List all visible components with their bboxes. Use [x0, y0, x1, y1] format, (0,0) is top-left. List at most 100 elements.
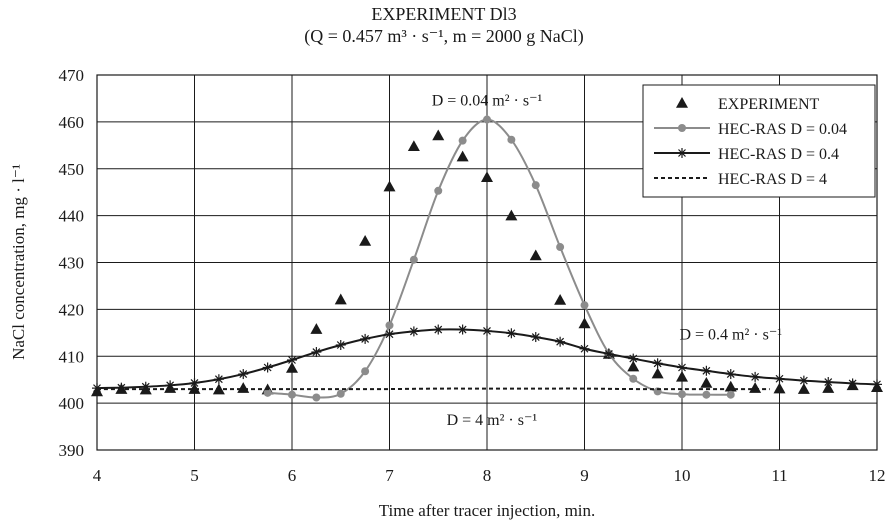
- data-point: [627, 360, 640, 372]
- chart-subtitle: (Q = 0.457 m³ · s⁻¹, m = 2000 g NaCl): [304, 26, 584, 47]
- data-point: [432, 129, 445, 141]
- data-point: [287, 355, 297, 365]
- data-point: [384, 329, 395, 340]
- y-tick-label: 400: [59, 394, 85, 413]
- data-point: [847, 378, 858, 389]
- legend-label: HEC-RAS D = 0.4: [718, 146, 839, 163]
- data-point: [213, 374, 224, 385]
- x-tick-labels: 4 5 6 7 8 9 10 11 12: [93, 466, 886, 485]
- data-point: [822, 382, 835, 393]
- x-axis-label: Time after tracer injection, min.: [379, 501, 596, 520]
- data-point: [701, 365, 712, 376]
- data-point: [433, 324, 444, 335]
- legend-label: EXPERIMENT: [718, 96, 820, 113]
- data-point: [383, 180, 396, 192]
- data-point: [580, 301, 589, 310]
- y-tick-labels: 390 400 410 420 430 440 450 460 470: [59, 66, 85, 460]
- legend: EXPERIMENT HEC-RAS D = 0.04 HEC-RAS D = 0.…: [642, 84, 876, 198]
- x-tick-label: 4: [93, 466, 102, 485]
- axes: [96, 74, 878, 451]
- data-point: [556, 243, 565, 252]
- x-tick-label: 12: [869, 466, 886, 485]
- x-tick-label: 6: [288, 466, 297, 485]
- data-point: [335, 340, 346, 350]
- data-point: [555, 336, 566, 347]
- data-point: [361, 367, 370, 376]
- data-point: [310, 323, 323, 334]
- annotation: D = 0.4 m² · s⁻¹: [679, 326, 782, 343]
- data-point: [408, 326, 419, 337]
- data-point: [702, 390, 711, 399]
- data-point: [798, 375, 809, 386]
- data-point: [506, 328, 517, 339]
- annotation: D = 0.04 m² · s⁻¹: [432, 92, 543, 109]
- y-axis-label: NaCl concentration, mg · l⁻¹: [9, 164, 28, 360]
- x-tick-label: 11: [771, 466, 787, 485]
- data-point: [505, 209, 518, 221]
- data-point: [773, 382, 786, 394]
- data-point: [481, 171, 493, 182]
- data-point: [312, 393, 321, 402]
- data-point: [578, 317, 591, 329]
- data-point: [458, 136, 467, 145]
- chart-title: EXPERIMENT Dl3: [371, 4, 516, 24]
- series-layer: [91, 115, 883, 402]
- data-point: [116, 382, 127, 393]
- data-point: [288, 390, 296, 399]
- data-point: [554, 294, 567, 305]
- data-point: [482, 325, 492, 336]
- data-point: [189, 377, 200, 388]
- legend-marker: [677, 148, 687, 158]
- data-point: [434, 186, 443, 195]
- data-point: [749, 382, 762, 393]
- data-point: [531, 181, 540, 190]
- data-point: [409, 255, 418, 264]
- data-point: [579, 343, 590, 354]
- data-point: [457, 324, 468, 335]
- series-line: [97, 387, 770, 391]
- data-point: [823, 377, 834, 388]
- data-point: [286, 361, 298, 373]
- data-point: [651, 367, 664, 379]
- data-point: [456, 150, 469, 162]
- data-point: [628, 353, 639, 364]
- data-point: [188, 383, 201, 394]
- data-point: [507, 135, 516, 144]
- y-tick-label: 430: [59, 254, 85, 273]
- y-tick-label: 420: [59, 300, 85, 319]
- data-point: [262, 362, 273, 373]
- series-3: [97, 387, 770, 391]
- data-point: [311, 347, 322, 358]
- legend-label: HEC-RAS D = 0.04: [718, 121, 847, 138]
- y-tick-label: 460: [59, 113, 85, 132]
- x-tick-label: 8: [483, 466, 492, 485]
- legend-marker: [676, 97, 688, 108]
- data-point: [676, 370, 688, 382]
- data-point: [238, 369, 249, 380]
- data-point: [750, 371, 761, 382]
- y-tick-label: 450: [59, 160, 85, 179]
- data-point: [700, 376, 713, 388]
- data-point: [263, 388, 272, 397]
- annotations: D = 0.04 m² · s⁻¹ D = 0.4 m² · s⁻¹ D = 4 m…: [432, 92, 783, 429]
- data-point: [774, 373, 785, 384]
- data-point: [677, 362, 687, 373]
- data-point: [483, 115, 491, 124]
- data-point: [652, 358, 663, 369]
- data-point: [678, 390, 686, 399]
- legend-label: HEC-RAS D = 4: [718, 171, 827, 188]
- y-tick-label: 470: [59, 66, 85, 85]
- data-point: [529, 249, 542, 261]
- data-point: [629, 374, 638, 383]
- y-tick-label: 390: [59, 441, 85, 460]
- legend-item: HEC-RAS D = 0.04: [654, 121, 847, 138]
- y-tick-label: 440: [59, 207, 85, 226]
- series-0: [91, 129, 883, 397]
- legend-item: HEC-RAS D = 0.4: [654, 146, 839, 163]
- x-tick-label: 7: [385, 466, 394, 485]
- data-point: [334, 293, 347, 305]
- x-tick-label: 5: [190, 466, 199, 485]
- data-point: [336, 389, 345, 398]
- legend-item: HEC-RAS D = 4: [654, 171, 827, 188]
- plot-frame: [96, 74, 878, 451]
